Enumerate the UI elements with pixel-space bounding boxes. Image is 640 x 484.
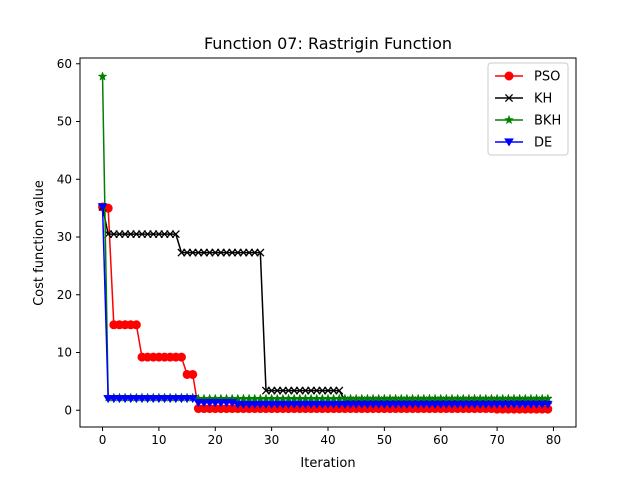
legend: PSO KH BKH DE: [487, 62, 569, 156]
data-point-kh: [256, 248, 265, 257]
y-tick-label: 30: [57, 230, 72, 244]
x-tick-label: 80: [546, 433, 561, 447]
data-point-pso: [188, 369, 198, 379]
y-tick-label: 0: [64, 403, 72, 417]
legend-item-bkh: BKH: [495, 114, 561, 129]
x-tick-label: 20: [208, 433, 223, 447]
plot-area: [97, 71, 553, 414]
legend-item-de: DE: [495, 136, 552, 151]
x-tick-label: 30: [264, 433, 279, 447]
legend-label-de: DE: [534, 136, 552, 151]
x-tick-label: 60: [433, 433, 448, 447]
y-tick-label: 40: [57, 172, 72, 186]
legend-marker-de: [504, 138, 514, 147]
series-de: [97, 203, 553, 410]
x-tick-label: 10: [151, 433, 166, 447]
legend-item-pso: PSO: [495, 70, 560, 85]
axes: 0 10 20 30 40 50 60 70 80 0 10 20 30 40 50 60: [57, 57, 577, 447]
data-point-bkh: [97, 71, 108, 81]
legend-marker-kh: [504, 93, 514, 103]
legend-marker-bkh: [504, 114, 514, 125]
x-tick-label: 40: [320, 433, 335, 447]
x-tick-label: 0: [99, 433, 107, 447]
data-point-kh: [335, 386, 344, 395]
series-pso: [98, 202, 553, 414]
y-axis-label: Cost function value: [32, 180, 47, 306]
legend-label-kh: KH: [534, 92, 552, 107]
legend-label-pso: PSO: [534, 70, 560, 85]
y-tick-label: 50: [57, 115, 72, 129]
legend-label-bkh: BKH: [534, 114, 561, 129]
legend-box: [487, 62, 569, 156]
legend-marker-pso: [504, 71, 514, 81]
data-point-de: [187, 395, 198, 404]
x-tick-label: 50: [377, 433, 392, 447]
data-point-de: [97, 203, 108, 212]
y-tick-label: 60: [57, 57, 72, 71]
data-point-pso: [131, 320, 141, 330]
data-point-de: [542, 400, 553, 410]
y-tick-label: 10: [57, 346, 72, 360]
chart-title: Function 07: Rastrigin Function: [204, 34, 452, 53]
data-point-kh: [171, 230, 180, 239]
legend-item-kh: KH: [495, 92, 552, 107]
data-point-pso: [176, 352, 186, 362]
x-axis-label: Iteration: [300, 456, 355, 471]
y-tick-label: 20: [57, 288, 72, 302]
data-point-bkh: [542, 393, 553, 403]
x-tick-label: 70: [489, 433, 504, 447]
